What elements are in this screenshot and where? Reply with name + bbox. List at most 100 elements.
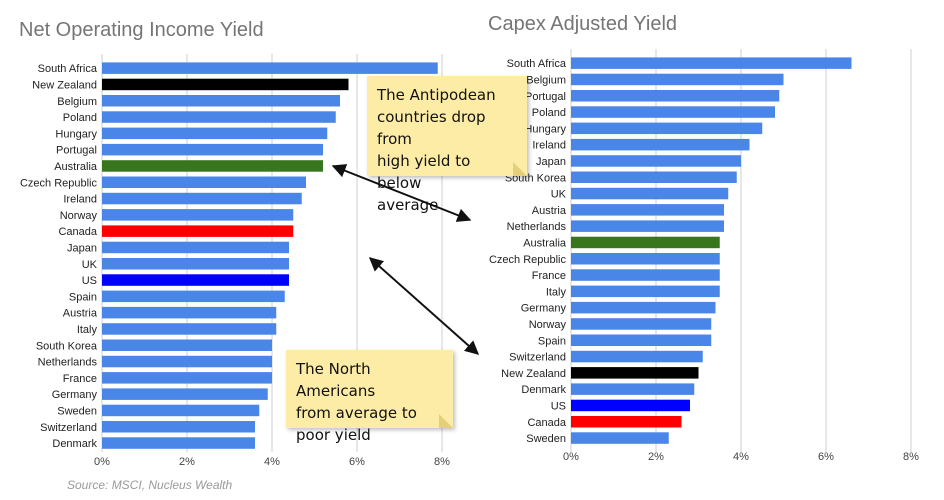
right-category-label: UK <box>551 189 567 201</box>
left-category-label: Germany <box>52 389 98 401</box>
right-tick-label: 6% <box>818 451 834 463</box>
left-tick-label: 2% <box>179 456 195 468</box>
right-bar <box>571 318 712 330</box>
right-bar <box>571 90 780 102</box>
right-category-label: Canada <box>527 417 566 429</box>
right-bar <box>571 383 695 395</box>
right-bar <box>571 204 724 216</box>
left-bar <box>102 127 328 140</box>
antipodean-arrow <box>331 164 472 222</box>
left-bar <box>102 323 277 335</box>
right-tick-label: 4% <box>733 451 749 463</box>
north-american-arrow <box>368 257 480 355</box>
north-american-note-line: poor yield <box>296 426 371 444</box>
north-american-note-line: from average to <box>296 404 417 422</box>
left-category-label: UK <box>82 259 98 271</box>
left-category-label: Belgium <box>57 96 97 108</box>
left-category-label: Australia <box>54 161 98 173</box>
right-bar <box>571 138 750 151</box>
right-tick-label: 2% <box>648 451 664 463</box>
left-bar <box>102 388 268 400</box>
right-tick-label: 8% <box>903 451 919 463</box>
left-bar <box>102 258 289 270</box>
right-bar <box>571 155 741 167</box>
left-bar <box>102 62 438 74</box>
right-bar <box>571 253 720 265</box>
left-tick-label: 6% <box>349 456 365 468</box>
right-category-label: Austria <box>532 205 567 217</box>
right-bar <box>571 171 737 183</box>
left-category-label: South Korea <box>36 340 98 352</box>
source-note: Source: MSCI, Nucleus Wealth <box>67 478 233 492</box>
right-bar <box>571 73 784 86</box>
antipodean-note-line: The Antipodean <box>377 86 496 104</box>
left-bar <box>102 404 260 417</box>
right-category-label: France <box>532 270 566 282</box>
left-category-label: Czech Republic <box>20 177 98 189</box>
note-fold <box>513 162 527 176</box>
right-category-label: Poland <box>532 107 566 119</box>
right-category-label: US <box>551 400 566 412</box>
right-chart-title: Capex Adjusted Yield <box>488 13 678 35</box>
left-bar <box>102 437 255 449</box>
left-bar <box>102 339 272 351</box>
left-bar <box>102 143 323 156</box>
right-category-label: Czech Republic <box>489 254 567 266</box>
left-bar <box>102 192 302 205</box>
north-american-note-line: The North Americans <box>296 360 376 400</box>
right-bar <box>571 416 682 428</box>
right-category-label: Sweden <box>526 433 566 445</box>
note-fold <box>439 414 453 428</box>
right-tick-label: 0% <box>563 451 579 463</box>
right-bar <box>571 285 720 298</box>
left-category-label: Japan <box>67 242 97 254</box>
left-category-label: Spain <box>69 291 97 303</box>
left-category-label: South Africa <box>38 63 98 75</box>
right-category-label: Germany <box>521 303 567 315</box>
right-category-label: Belgium <box>526 74 566 86</box>
left-category-label: Poland <box>63 112 97 124</box>
left-tick-label: 4% <box>264 456 280 468</box>
right-category-label: Ireland <box>532 140 566 152</box>
left-category-label: Italy <box>77 324 98 336</box>
left-category-label: Norway <box>60 210 98 222</box>
right-bar <box>571 269 720 281</box>
right-category-label: Switzerland <box>509 352 566 364</box>
left-bar <box>102 241 289 254</box>
right-category-label: Portugal <box>525 91 566 103</box>
left-bar <box>102 306 277 319</box>
left-bar <box>102 274 289 286</box>
left-category-label: Canada <box>58 226 97 238</box>
left-bar <box>102 290 285 303</box>
right-category-label: New Zealand <box>501 368 566 380</box>
antipodean-note-line: countries drop from <box>377 108 486 148</box>
left-bar <box>102 209 294 221</box>
right-category-label: Italy <box>546 286 567 298</box>
right-bar <box>571 106 775 118</box>
left-category-label: Netherlands <box>38 357 98 369</box>
left-chart-title: Net Operating Income Yield <box>19 19 264 41</box>
left-bar <box>102 421 255 433</box>
right-bar <box>571 220 724 232</box>
right-bar <box>571 399 690 412</box>
right-bar <box>571 236 720 249</box>
left-bar <box>102 355 272 368</box>
right-category-label: Denmark <box>521 384 566 396</box>
left-category-label: Denmark <box>52 438 97 450</box>
left-bar <box>102 372 272 384</box>
left-bar <box>102 225 294 237</box>
left-category-label: Portugal <box>56 145 97 157</box>
right-category-label: Spain <box>538 335 566 347</box>
left-bar <box>102 78 349 91</box>
left-category-label: New Zealand <box>32 79 97 91</box>
left-bar <box>102 111 336 123</box>
right-category-label: Hungary <box>524 123 566 135</box>
right-bar <box>571 122 763 135</box>
right-category-label: Australia <box>523 237 567 249</box>
left-bar <box>102 95 340 107</box>
left-category-label: France <box>63 373 97 385</box>
right-category-label: Norway <box>529 319 567 331</box>
